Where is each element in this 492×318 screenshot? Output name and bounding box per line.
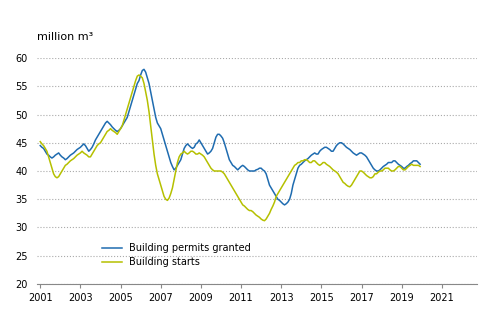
Building starts (417, 165, 423, 169)
Building permits granted (133, 87, 139, 91)
Building permits granted (281, 203, 287, 207)
Line: Building permits granted: Building permits granted (40, 69, 420, 205)
Building permits granted (340, 142, 346, 146)
Building starts (365, 175, 371, 179)
Building permits granted (134, 81, 140, 85)
Building starts (323, 162, 329, 166)
Building starts (37, 140, 43, 143)
Building starts (340, 180, 346, 184)
Building permits granted (37, 144, 43, 148)
Building starts (262, 219, 268, 223)
Text: million m³: million m³ (37, 32, 93, 42)
Building starts (287, 172, 293, 176)
Building starts (136, 73, 142, 77)
Building permits granted (365, 158, 371, 162)
Building permits granted (323, 145, 329, 149)
Building starts (133, 79, 139, 83)
Building starts (134, 74, 140, 78)
Line: Building starts: Building starts (40, 75, 420, 221)
Legend: Building permits granted, Building starts: Building permits granted, Building start… (99, 240, 254, 270)
Building permits granted (141, 67, 147, 71)
Building permits granted (287, 197, 293, 201)
Building permits granted (417, 162, 423, 166)
